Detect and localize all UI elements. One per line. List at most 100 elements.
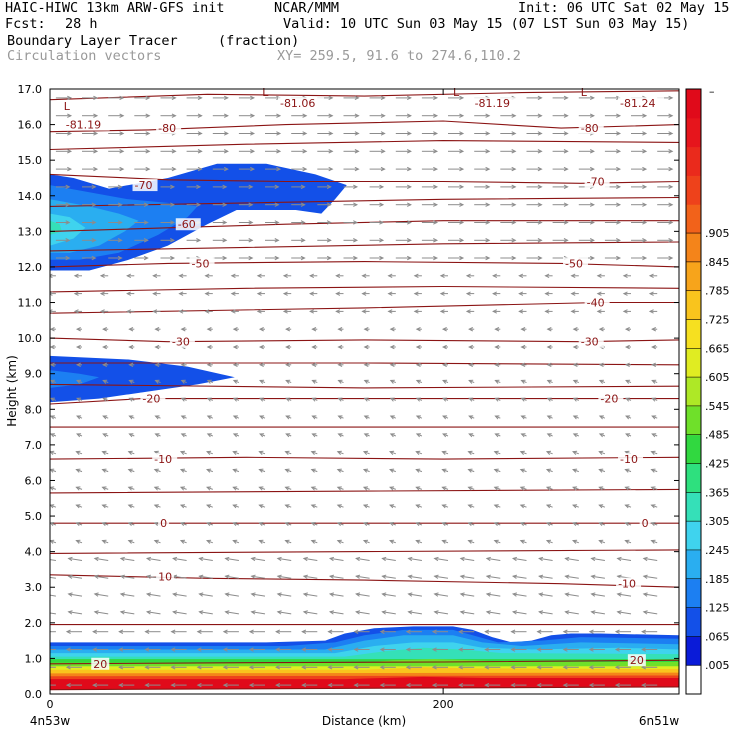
vector-head [572, 433, 578, 438]
vector-head [642, 610, 648, 615]
circulation-vector-685 [395, 184, 412, 190]
circulation-vector-207 [441, 539, 449, 544]
vector-head [145, 166, 151, 172]
vector-head [310, 468, 316, 473]
vector-head [642, 184, 648, 190]
vector-shaft [199, 557, 213, 561]
vector-head [309, 309, 315, 314]
vector-head [284, 522, 290, 527]
vector-head [441, 327, 447, 332]
circulation-vector-645 [604, 220, 622, 225]
circulation-vector-165 [590, 574, 605, 579]
vector-head [178, 273, 184, 279]
vector-head [336, 504, 342, 509]
tracer-fill-middle-0 [50, 355, 235, 403]
circulation-vector-714 [526, 166, 543, 172]
vector-head [650, 468, 656, 473]
circulation-vector-167 [642, 574, 658, 579]
circulation-vector-290 [101, 468, 109, 473]
circulation-vector-557 [178, 273, 187, 279]
circulation-vector-638 [421, 220, 439, 225]
circulation-vector-719 [657, 166, 674, 172]
vector-head [180, 415, 186, 420]
vector-head [459, 238, 465, 243]
vector-head [413, 309, 419, 314]
circulation-vector-352 [468, 433, 475, 438]
circulation-vector-382 [625, 415, 632, 420]
vector-shaft [173, 557, 187, 561]
vector-shaft [408, 575, 422, 579]
circulation-vector-575 [648, 273, 658, 279]
circulation-vector-804 [369, 95, 386, 101]
circulation-vector-218 [101, 522, 109, 527]
circulation-vector-109 [381, 610, 396, 615]
vector-shaft [303, 557, 318, 561]
circulation-vector-183 [433, 556, 449, 562]
circulation-vector-580 [160, 255, 176, 261]
colorbar-swatch [686, 319, 701, 349]
circulation-vector-728 [265, 149, 282, 154]
vector-head [41, 683, 45, 686]
circulation-vector-747 [134, 131, 151, 136]
circulation-vector-346 [311, 433, 318, 438]
vector-head [563, 220, 569, 225]
circulation-vector-248 [258, 504, 266, 509]
vector-head [223, 113, 229, 118]
contour-label: 20 [93, 658, 107, 671]
circulation-vector-791 [657, 113, 674, 118]
vector-head [76, 379, 82, 384]
y-tick-label: 11.0 [18, 297, 43, 310]
contour-label: -81.24 [620, 97, 655, 110]
vector-head [302, 574, 308, 579]
circulation-vector-582 [212, 255, 228, 261]
vector-head [485, 255, 491, 261]
circulation-vector-354 [520, 433, 527, 438]
circulation-vector-576 [55, 255, 71, 261]
vector-head [179, 450, 186, 455]
vector-head [415, 486, 421, 491]
circulation-vector-479 [651, 344, 658, 350]
vector-head [171, 166, 177, 172]
x-tick-label: 0 [47, 698, 54, 711]
vector-head [337, 415, 343, 420]
vector-head [328, 113, 334, 118]
vector-head [363, 362, 369, 367]
vector-shaft [225, 593, 239, 597]
vector-head [230, 291, 236, 296]
vector-head [65, 255, 71, 261]
circulation-vector-252 [362, 504, 370, 509]
circulation-vector-82 [301, 629, 318, 634]
vector-head [126, 273, 132, 279]
vector-head [102, 344, 108, 350]
circulation-vector-668 [578, 202, 595, 207]
colorbar-swatch [686, 233, 701, 263]
vector-head [65, 238, 71, 243]
vector-head [622, 309, 628, 314]
circulation-vector-41 [484, 665, 501, 670]
contour-label: -81.19 [475, 97, 510, 110]
vector-head [598, 539, 604, 544]
vector-head [465, 273, 471, 279]
vector-head [180, 379, 186, 384]
vector-head [197, 166, 203, 172]
vector-head [232, 379, 238, 384]
vector-shaft [486, 557, 501, 561]
circulation-vector-236 [572, 522, 579, 527]
vector-head [152, 291, 158, 296]
vector-head [311, 362, 317, 367]
circulation-vector-54 [196, 647, 213, 652]
vector-head [387, 291, 393, 296]
circulation-vector-702 [212, 166, 229, 172]
circulation-vector-497 [494, 327, 501, 332]
circulation-vector-427 [546, 379, 553, 384]
circulation-vector-542 [413, 291, 422, 296]
circulation-vector-669 [604, 202, 622, 207]
vector-head [433, 220, 439, 225]
circulation-vector-608 [265, 238, 280, 243]
circulation-vector-438 [206, 362, 213, 367]
circulation-vector-189 [590, 556, 605, 562]
vector-head [91, 184, 97, 190]
circulation-vector-459 [128, 344, 135, 350]
circulation-vector-244 [153, 504, 161, 509]
circulation-vector-77 [170, 629, 187, 634]
